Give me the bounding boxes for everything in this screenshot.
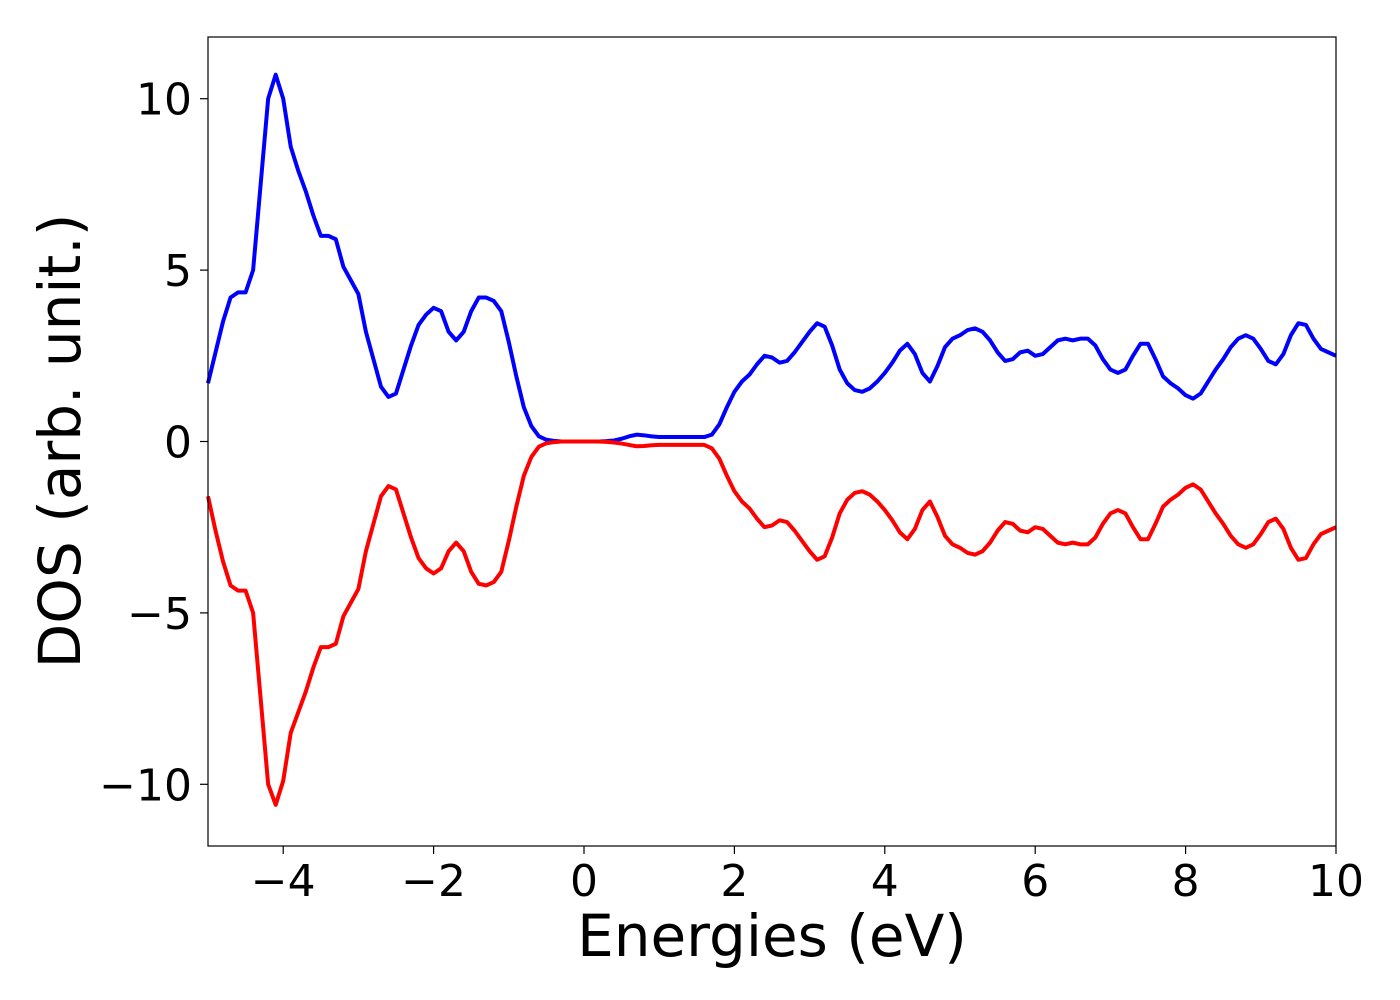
y-tick-label: −10 xyxy=(99,760,192,811)
plot-frame xyxy=(207,36,1337,847)
x-tick-label: −2 xyxy=(401,856,466,907)
x-tick-label: 0 xyxy=(570,856,598,907)
y-tick-label: −5 xyxy=(127,589,192,640)
line-series xyxy=(206,439,1337,807)
x-tick-label: 2 xyxy=(720,856,748,907)
x-axis-label: Energies (eV) xyxy=(577,902,967,970)
y-tick-label: 5 xyxy=(164,246,192,297)
y-tick-label: 0 xyxy=(164,418,192,469)
x-tick-label: 10 xyxy=(1308,856,1364,907)
line-series xyxy=(206,72,1337,444)
y-tick-label: 10 xyxy=(136,75,192,126)
x-tick-label: −4 xyxy=(251,856,316,907)
x-tick-label: 8 xyxy=(1172,856,1200,907)
x-tick-label: 6 xyxy=(1021,856,1049,907)
x-tick-label: 4 xyxy=(871,856,899,907)
y-axis-label: DOS (arb. unit.) xyxy=(26,214,94,669)
